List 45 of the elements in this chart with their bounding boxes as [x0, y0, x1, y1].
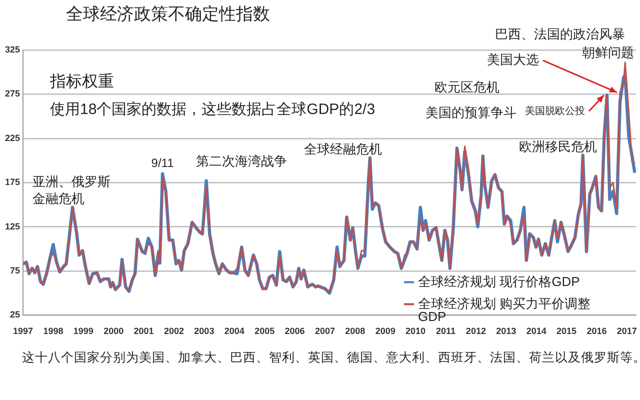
- x-tick-label: 2006: [284, 326, 305, 336]
- x-tick-label: 2012: [466, 326, 486, 336]
- x-tick-label: 2008: [345, 326, 366, 336]
- annotation: 亚洲、俄罗斯金融危机: [32, 174, 111, 206]
- x-tick-label: 2011: [436, 326, 456, 336]
- x-tick-label: 2013: [496, 326, 516, 336]
- x-tick-label: 2002: [164, 326, 184, 336]
- x-tick-label: 2015: [556, 326, 577, 336]
- x-tick-label: 2003: [194, 326, 214, 336]
- x-tick-label: 2014: [526, 326, 546, 336]
- x-tick-label: 1997: [13, 326, 34, 336]
- y-tick-label: 225: [4, 132, 20, 143]
- x-tick-label: 2016: [586, 326, 607, 336]
- annotation: 使用18个国家的数据，这些数据占全球GDP的2/3: [50, 101, 376, 118]
- x-tick-label: 2001: [134, 326, 154, 336]
- annotation: 美国大选: [486, 52, 539, 68]
- y-tick-label: 275: [4, 88, 20, 99]
- x-tick-label: 1999: [73, 326, 94, 336]
- x-tick-label: 2007: [314, 326, 335, 336]
- legend-label: 全球经济规划 现行价格GDP: [418, 274, 580, 289]
- annotation: 朝鲜问题: [582, 44, 634, 60]
- legend-label: 全球经济规划 购买力平价调整GDP: [418, 296, 591, 324]
- x-tick-label: 2010: [406, 326, 426, 336]
- text: 巴西、法国的政治风暴: [495, 26, 625, 42]
- x-tick-label: 2005: [254, 326, 275, 336]
- annotation: 9/11: [151, 156, 174, 170]
- annotation: 美国的预算争斗: [425, 104, 516, 120]
- x-tick-label: 1998: [43, 326, 64, 336]
- y-tick-label: 175: [4, 177, 20, 188]
- y-tick-label: 125: [4, 221, 20, 232]
- annotation: 全球经融危机: [304, 141, 382, 156]
- chart-title: 全球经济政策不确定性指数: [66, 4, 270, 24]
- y-tick-label: 25: [10, 310, 20, 320]
- x-tick-label: 2000: [104, 326, 124, 336]
- annotation: 欧元区危机: [434, 80, 500, 95]
- annotation: 指标权重: [49, 72, 114, 90]
- annotation: 美国脱欧公投: [525, 104, 585, 117]
- y-tick-label: 325: [4, 44, 20, 54]
- y-tick-label: 75: [10, 265, 20, 276]
- annotation: 第二次海湾战争: [196, 153, 287, 168]
- annotation: 欧洲移民危机: [518, 138, 597, 154]
- x-tick-label: 2017: [616, 326, 637, 336]
- x-tick-label: 2009: [375, 326, 396, 336]
- x-tick-label: 2004: [224, 326, 244, 336]
- text: 这十八个国家分别为美国、加拿大、巴西、智利、英国、德国、意大利、西班牙、法国、荷兰以及俄罗斯等。: [22, 349, 640, 364]
